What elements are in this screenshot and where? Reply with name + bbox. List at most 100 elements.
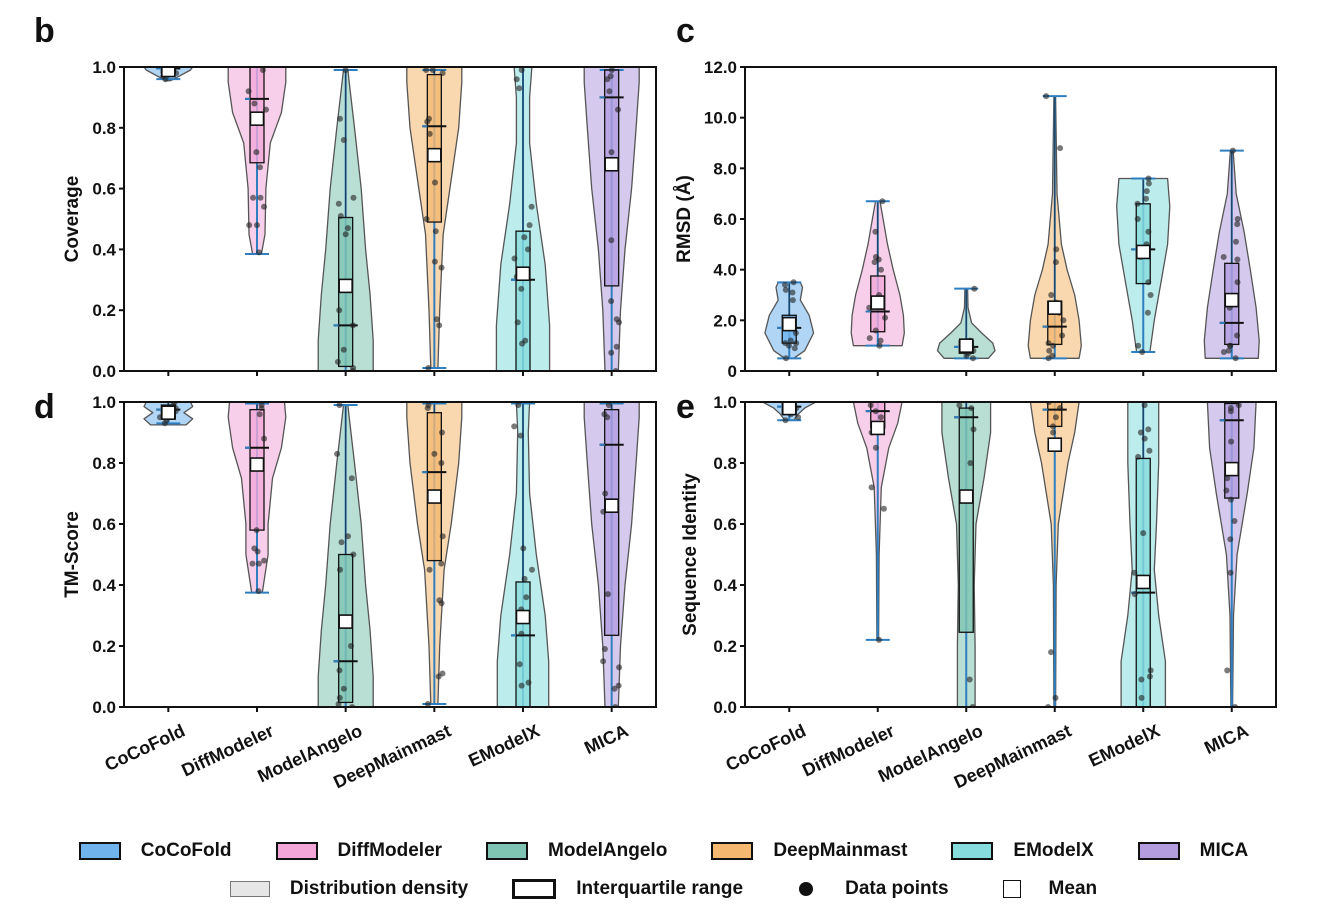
density-swatch: [229, 881, 270, 897]
legend-item-diffmodeler: DiffModeler: [275, 840, 443, 862]
legend-item-mica: MICA: [1137, 840, 1249, 862]
violin-group-emodelx: [496, 402, 550, 707]
violin-group-emodelx: [495, 67, 551, 371]
y-tick-label: 1.0: [713, 393, 737, 412]
legend-elements: Distribution density Interquartile range…: [0, 870, 1327, 908]
data-point: [1052, 259, 1059, 266]
data-point: [525, 679, 532, 686]
data-point: [251, 545, 258, 552]
legend-label: DeepMainmast: [773, 840, 908, 861]
data-point: [606, 88, 613, 95]
data-point: [1227, 536, 1234, 543]
violin-group-mica: [1203, 147, 1260, 362]
data-point: [439, 70, 446, 77]
legend-label: DiffModeler: [337, 840, 443, 861]
data-point: [340, 346, 347, 353]
legend-item-emodelx: EModelX: [951, 840, 1094, 862]
data-point: [879, 198, 886, 205]
data-point: [516, 85, 523, 92]
mean-marker: [249, 457, 265, 472]
data-point: [789, 297, 796, 304]
y-tick-label: 1.0: [92, 58, 116, 77]
legend-item-density: Distribution density: [229, 878, 468, 900]
violin-group-deepmainmast: [406, 67, 463, 371]
iqr-box: [515, 230, 531, 371]
data-point: [335, 200, 342, 207]
mean-marker: [427, 147, 442, 163]
data-point: [337, 115, 343, 122]
data-point: [426, 115, 432, 122]
data-point: [337, 213, 344, 219]
data-point: [259, 67, 266, 73]
data-point: [429, 67, 436, 73]
iqr-swatch: [512, 879, 557, 899]
mean-marker: [1047, 300, 1063, 315]
y-tick-label: 0.2: [92, 301, 116, 320]
mean-marker: [338, 278, 353, 294]
mean-marker: [1135, 574, 1151, 590]
data-point: [1220, 349, 1227, 355]
data-point: [1220, 254, 1227, 260]
legend-item-iqr: Interquartile range: [512, 878, 743, 900]
data-point: [1232, 355, 1239, 362]
data-point: [436, 597, 443, 604]
data-point: [342, 231, 349, 238]
legend: CoCoFold DiffModeler ModelAngelo DeepMainma…: [0, 832, 1327, 908]
violin-group-cocofold: [764, 279, 815, 362]
data-point: [520, 545, 527, 552]
panel-letter: b: [34, 12, 55, 50]
violin-group-cocofold: [143, 402, 194, 427]
data-point: [336, 667, 343, 674]
axes-frame: [744, 401, 1277, 708]
violin-group-cocofold: [762, 402, 817, 424]
data-point: [1229, 147, 1236, 154]
x-tick-label: MICA: [581, 720, 631, 758]
mean-marker: [870, 295, 886, 310]
axes-frame: [123, 66, 657, 372]
y-tick-label: 0.4: [92, 240, 116, 259]
data-point: [516, 661, 523, 668]
y-tick-label: 4.0: [713, 261, 737, 280]
data-point: [336, 307, 343, 314]
legend-label: MICA: [1199, 840, 1249, 861]
data-point: [1141, 435, 1148, 442]
data-point: [513, 76, 520, 83]
data-point: [521, 575, 528, 582]
data-point: [511, 423, 518, 430]
data-point: [335, 701, 342, 707]
data-point: [350, 194, 357, 201]
legend-item-mean: Mean: [993, 878, 1097, 900]
data-point: [251, 100, 258, 107]
data-point: [1135, 342, 1142, 349]
x-tick-label: EModelX: [465, 720, 542, 770]
mean-marker: [781, 316, 797, 332]
data-point: [878, 266, 884, 273]
data-point: [514, 319, 521, 326]
data-point: [1234, 216, 1241, 222]
data-point: [518, 630, 525, 637]
data-point: [880, 505, 887, 512]
data-point: [253, 149, 260, 156]
data-point: [257, 164, 263, 171]
violin-group-deepmainmast: [406, 402, 463, 707]
panel-e-sequence-identity: e0.00.20.40.60.81.0CoCoFoldDiffModelerMo…: [676, 388, 1277, 792]
legend-label: Data points: [845, 878, 949, 899]
data-point: [249, 560, 256, 567]
y-tick-label: 10.0: [704, 109, 737, 128]
data-point: [1053, 246, 1060, 253]
data-point: [1227, 342, 1233, 349]
mean-marker-icon: [1002, 880, 1021, 898]
data-point: [876, 342, 883, 349]
violin-group-modelangelo: [317, 402, 374, 707]
data-point: [1145, 228, 1152, 235]
data-point: [1147, 667, 1154, 674]
data-point: [783, 355, 789, 362]
data-point: [1227, 569, 1234, 576]
data-point: [525, 246, 531, 253]
data-point: [338, 539, 345, 546]
x-tick-label: EModelX: [1086, 720, 1163, 770]
data-point: [878, 414, 884, 421]
data-point: [348, 475, 355, 482]
data-point: [1043, 93, 1050, 100]
data-point: [261, 203, 267, 210]
